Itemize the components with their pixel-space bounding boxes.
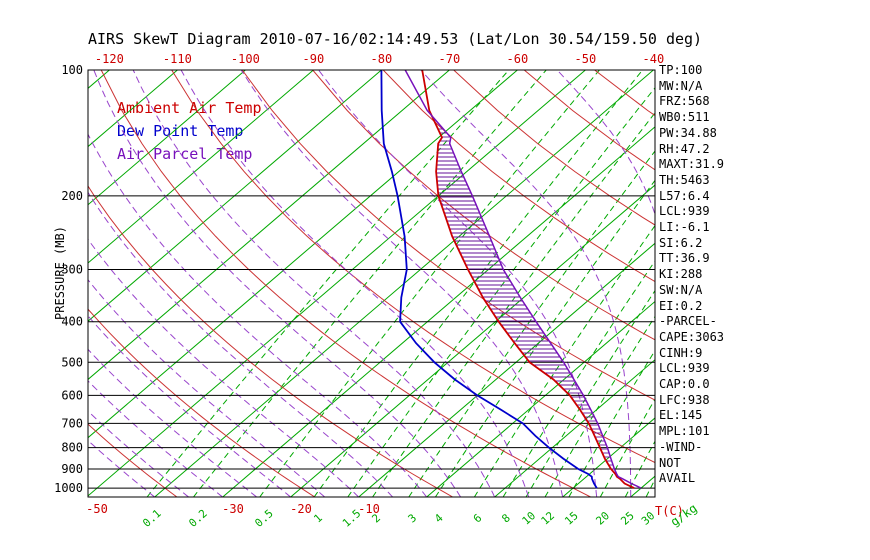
svg-text:PRESSURE (MB): PRESSURE (MB) <box>53 226 67 320</box>
svg-text:600: 600 <box>61 388 83 402</box>
svg-text:6: 6 <box>471 511 485 525</box>
parcel-curve <box>404 70 642 489</box>
svg-text:300: 300 <box>61 263 83 277</box>
stat-line: CAP:0.0 <box>659 377 710 392</box>
pressure-axis-labels: 100 200 300 400 500 600 700 800 900 1000 <box>54 63 83 495</box>
svg-text:-60: -60 <box>507 52 529 66</box>
svg-text:12: 12 <box>539 509 558 528</box>
svg-text:700: 700 <box>61 416 83 430</box>
stats-panel: TP:100 MW:N/A FRZ:568 WB0:511 PW:34.88 RH:47.… <box>659 63 724 487</box>
stat-line: KI:288 <box>659 267 703 282</box>
svg-text:900: 900 <box>61 462 83 476</box>
stat-line: CINH:9 <box>659 345 703 360</box>
svg-text:4: 4 <box>432 511 446 525</box>
svg-text:800: 800 <box>61 441 83 455</box>
svg-text:0.2: 0.2 <box>186 507 209 530</box>
stat-line: NOT <box>659 455 681 470</box>
legend-air-parcel-temp: Air Parcel Temp <box>117 145 253 163</box>
pressure-lines <box>88 69 655 489</box>
stat-line: MAXT:31.9 <box>659 157 725 172</box>
svg-text:-110: -110 <box>163 52 192 66</box>
stat-line: SI:6.2 <box>659 235 703 250</box>
stat-line: SW:N/A <box>659 282 703 297</box>
svg-text:-10: -10 <box>358 502 380 516</box>
svg-text:-100: -100 <box>231 52 260 66</box>
svg-text:-80: -80 <box>371 52 393 66</box>
temp-unit-label: T(C) <box>655 504 684 518</box>
svg-text:-30: -30 <box>222 502 244 516</box>
svg-text:0.5: 0.5 <box>252 507 275 530</box>
stat-line: MW:N/A <box>659 78 703 93</box>
svg-text:8: 8 <box>499 511 513 525</box>
bottom-axis-labels: -50 -30 -20 -10 <box>86 502 380 516</box>
svg-text:0.1: 0.1 <box>140 507 163 530</box>
svg-text:-20: -20 <box>290 502 312 516</box>
svg-text:-50: -50 <box>86 502 108 516</box>
top-axis-labels: -120 -110 -100 -90 -80 -70 -60 -50 -40 <box>95 52 664 66</box>
mixing-ratio-labels: 0.1 0.2 0.5 1 1.5 2 3 4 6 8 10 12 15 20 25 30 <box>140 507 657 530</box>
stat-line: LCL:939 <box>659 361 710 376</box>
moist-adiabats <box>88 70 655 497</box>
svg-text:1: 1 <box>311 511 325 525</box>
svg-text:200: 200 <box>61 189 83 203</box>
stat-line: MPL:101 <box>659 424 710 439</box>
stat-line: FRZ:568 <box>659 94 710 109</box>
stat-line: RH:47.2 <box>659 141 710 156</box>
svg-text:-90: -90 <box>303 52 325 66</box>
pressure-axis-title: PRESSURE (MB) <box>53 226 67 320</box>
isotherms <box>88 70 655 497</box>
svg-text:-50: -50 <box>575 52 597 66</box>
chart-title: AIRS SkewT Diagram 2010-07-16/02:14:49.5… <box>88 30 703 48</box>
stat-line: WB0:511 <box>659 110 710 125</box>
svg-text:1000: 1000 <box>54 481 83 495</box>
stat-line: CAPE:3063 <box>659 329 725 344</box>
stat-line: -PARCEL- <box>659 314 717 329</box>
svg-text:-120: -120 <box>95 52 124 66</box>
mixing-ratio-lines <box>146 70 655 497</box>
svg-text:2: 2 <box>369 511 383 525</box>
stat-line: AVAIL <box>659 471 696 486</box>
svg-text:500: 500 <box>61 355 83 369</box>
stat-line: TP:100 <box>659 63 703 77</box>
temp-curve <box>421 70 635 489</box>
stat-line: LI:-6.1 <box>659 220 710 235</box>
plot-border <box>87 69 656 498</box>
stat-line: EL:145 <box>659 408 703 423</box>
svg-text:25: 25 <box>618 509 637 528</box>
svg-text:400: 400 <box>61 315 83 329</box>
cape-hatching <box>436 128 617 474</box>
stat-line: PW:34.88 <box>659 125 717 140</box>
svg-text:20: 20 <box>593 509 612 528</box>
svg-text:3: 3 <box>406 511 420 525</box>
dry-adiabats <box>88 70 655 497</box>
svg-text:15: 15 <box>562 509 581 528</box>
svg-text:100: 100 <box>61 63 83 77</box>
svg-text:-40: -40 <box>643 52 665 66</box>
dewpoint-curve <box>380 70 598 489</box>
stat-line: -WIND- <box>659 439 703 454</box>
stat-line: EI:0.2 <box>659 298 703 313</box>
stat-line: LCL:939 <box>659 204 710 219</box>
stat-line: LFC:938 <box>659 392 710 407</box>
stat-line: TT:36.9 <box>659 251 710 266</box>
stat-line: TH:5463 <box>659 172 710 187</box>
svg-text:-70: -70 <box>439 52 461 66</box>
stat-line: L57:6.4 <box>659 188 710 203</box>
svg-text:10: 10 <box>520 509 539 528</box>
